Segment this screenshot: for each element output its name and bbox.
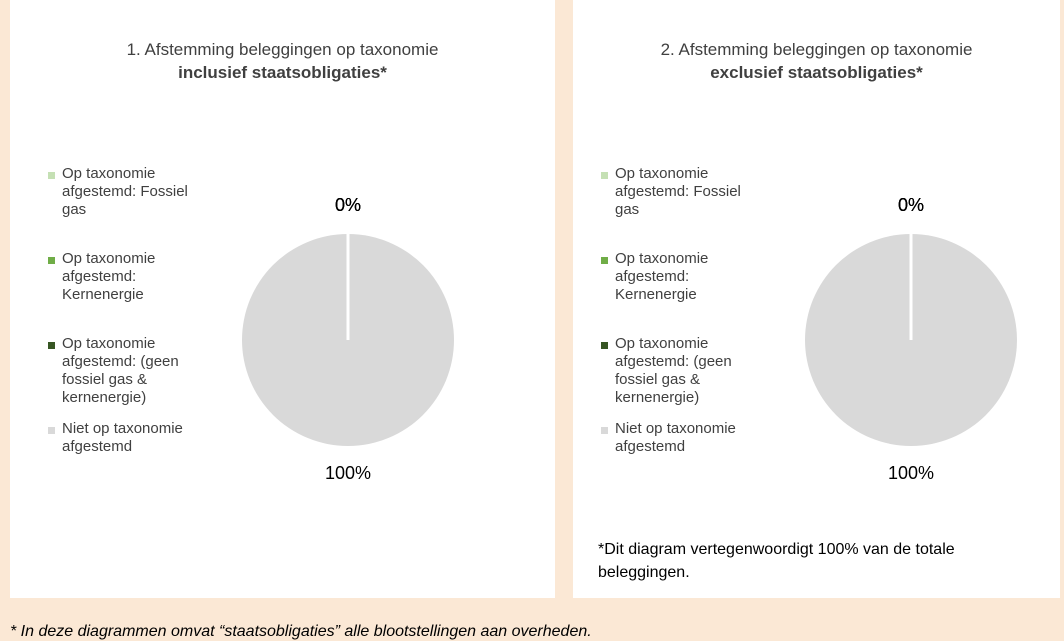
data-label: 0% (335, 195, 361, 215)
data-label: 0% (898, 195, 924, 215)
chart-panel: 1. Afstemming beleggingen op taxonomie in… (10, 0, 555, 598)
legend-label: Op taxonomie afgestemd: Kernenergie (615, 250, 709, 303)
legend-label: Op taxonomie afgestemd: (geen fossiel ga… (62, 335, 179, 406)
legend-item: Op taxonomie afgestemd: (geen fossiel ga… (48, 335, 194, 407)
data-label: 100% (888, 463, 934, 483)
legend-label: Op taxonomie afgestemd: Kernenergie (62, 250, 156, 303)
legend-label: Op taxonomie afgestemd: (geen fossiel ga… (615, 335, 732, 406)
legend-item: Op taxonomie afgestemd: Fossiel gas (48, 165, 194, 219)
data-label: 0% (898, 195, 924, 215)
legend-label: Op taxonomie afgestemd: Fossiel gas (62, 165, 188, 218)
pie-chart: 0%0%0%100% (805, 195, 1017, 483)
legend-swatch (601, 257, 608, 264)
legend-item: Op taxonomie afgestemd: Kernenergie (601, 250, 747, 304)
chart-panel: 2. Afstemming beleggingen op taxonomie ex… (573, 0, 1060, 598)
title-line: 1. Afstemming beleggingen op taxonomie (126, 40, 439, 59)
legend-item: Op taxonomie afgestemd: (geen fossiel ga… (601, 335, 747, 407)
title-line: 2. Afstemming beleggingen op taxonomie (660, 40, 973, 59)
chart-title: 2. Afstemming beleggingen op taxonomie ex… (573, 38, 1060, 84)
subtitle: inclusief staatsobligaties* (178, 63, 387, 82)
data-label: 0% (898, 195, 924, 215)
legend-swatch (601, 172, 608, 179)
legend-swatch (601, 342, 608, 349)
legend-swatch (601, 427, 608, 434)
legend-label: Op taxonomie afgestemd: Fossiel gas (615, 165, 741, 218)
legend-swatch (48, 172, 55, 179)
legend-label: Niet op taxonomie afgestemd (615, 420, 736, 455)
legend-item: Niet op taxonomie afgestemd (48, 420, 194, 456)
legend-item: Op taxonomie afgestemd: Kernenergie (48, 250, 194, 304)
chart-title: 1. Afstemming beleggingen op taxonomie in… (10, 38, 555, 84)
data-label: 0% (335, 195, 361, 215)
chart-note: *Dit diagram vertegenwoordigt 100% van d… (598, 541, 955, 581)
legend-item: Op taxonomie afgestemd: Fossiel gas (601, 165, 747, 219)
legend-label: Niet op taxonomie afgestemd (62, 420, 183, 455)
legend-swatch (48, 427, 55, 434)
legend-swatch (48, 257, 55, 264)
legend-swatch (48, 342, 55, 349)
data-label: 100% (325, 463, 371, 483)
pie-chart: 0%0%0%100% (242, 195, 454, 483)
footnote: * In deze diagrammen omvat “staatsobliga… (10, 623, 592, 640)
data-label: 0% (335, 195, 361, 215)
legend-item: Niet op taxonomie afgestemd (601, 420, 747, 456)
subtitle: exclusief staatsobligaties* (710, 63, 923, 82)
